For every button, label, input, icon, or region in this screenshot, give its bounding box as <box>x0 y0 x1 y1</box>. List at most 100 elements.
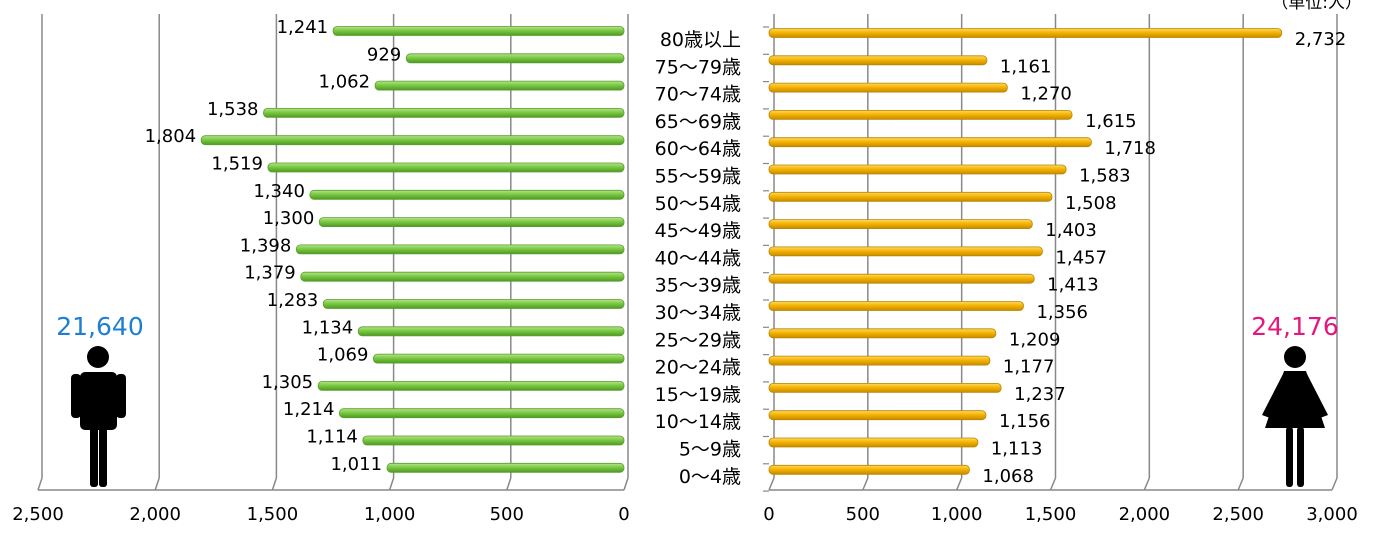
age-category-label: 45〜49歳 <box>655 220 741 242</box>
female-data-label: 2,732 <box>1295 29 1347 50</box>
x-tick-label: 2,000 <box>129 504 181 525</box>
x-gridline <box>862 477 869 491</box>
age-category-label: 35〜39歳 <box>655 275 741 297</box>
male-bar <box>309 189 625 200</box>
x-gridline <box>37 477 43 491</box>
x-gridline <box>1331 477 1338 491</box>
female-data-label: 1,068 <box>982 466 1034 487</box>
age-category-label: 60〜64歳 <box>655 138 741 160</box>
male-bar <box>386 462 625 473</box>
age-category-label: 10〜14歳 <box>655 411 741 433</box>
x-gridline <box>1143 477 1151 491</box>
male-data-label: 1,214 <box>283 399 335 420</box>
age-category-label: 65〜69歳 <box>655 111 741 133</box>
male-data-label: 1,340 <box>253 181 305 202</box>
male-data-label: 1,283 <box>267 290 319 311</box>
male-data-label: 1,069 <box>317 345 369 366</box>
female-bar <box>768 191 1053 202</box>
age-category-label: 70〜74歳 <box>655 84 741 106</box>
female-total: 24,176 <box>1251 312 1338 341</box>
x-tick-label: 2,500 <box>12 504 64 525</box>
x-gridline <box>388 477 395 491</box>
female-bar <box>768 301 1024 311</box>
age-category-labels: 80歳以上 75〜79歳 70〜74歳 65〜69歳 60〜64歳 55〜59歳 50〜54… <box>655 29 741 488</box>
x-tick-label: 3,000 <box>1306 504 1358 525</box>
female-bar <box>768 382 1002 393</box>
x-gridline <box>154 477 160 491</box>
male-bar <box>300 271 625 282</box>
female-bar <box>768 219 1033 230</box>
age-category-label: 25〜29歳 <box>655 329 741 351</box>
female-bar <box>768 246 1043 257</box>
female-data-label: 1,270 <box>1020 84 1072 105</box>
age-category-label: 80歳以上 <box>660 29 741 51</box>
age-category-label: 30〜34歳 <box>655 302 741 324</box>
female-bar <box>768 82 1008 93</box>
female-data-label: 1,615 <box>1085 111 1137 132</box>
male-bar <box>357 326 625 337</box>
male-data-label: 1,305 <box>262 372 314 393</box>
female-bar <box>768 137 1092 148</box>
x-tick-label: 500 <box>846 504 880 525</box>
female-data-label: 1,718 <box>1104 138 1156 159</box>
female-data-label: 1,237 <box>1014 384 1066 405</box>
male-bar <box>263 108 625 118</box>
age-category-label: 20〜24歳 <box>655 357 741 379</box>
male-bar <box>200 135 625 146</box>
unit-label: （単位:人） <box>1271 0 1362 13</box>
male-bar <box>267 162 625 173</box>
female-person-icon <box>1262 346 1328 487</box>
age-category-label: 5〜9歳 <box>679 439 741 461</box>
male-bar <box>295 244 625 255</box>
male-bar <box>373 353 625 364</box>
female-data-label: 1,156 <box>999 411 1051 432</box>
male-data-label: 1,379 <box>244 263 296 284</box>
male-data-label: 1,804 <box>145 126 197 147</box>
male-panel: 2,500 2,000 1,500 1,000 500 0 1,241 929 1,062 1,5… <box>12 14 630 525</box>
x-gridline <box>955 477 963 491</box>
x-gridline <box>506 477 512 491</box>
age-category-label: 75〜79歳 <box>655 56 741 78</box>
x-tick-label: 500 <box>490 504 524 525</box>
male-data-label: 1,062 <box>319 72 371 93</box>
age-category-label: 55〜59歳 <box>655 166 741 188</box>
female-data-label: 1,583 <box>1079 166 1131 187</box>
male-data-label: 1,114 <box>306 427 358 448</box>
age-category-label: 40〜44歳 <box>655 247 741 269</box>
age-category-label: 0〜4歳 <box>679 466 741 488</box>
x-tick-label: 1,500 <box>247 504 299 525</box>
x-gridline <box>1049 477 1057 491</box>
x-gridline <box>1237 477 1244 491</box>
female-data-label: 1,209 <box>1009 329 1061 350</box>
female-bar <box>768 28 1283 38</box>
x-gridline <box>271 477 278 491</box>
x-tick-label: 2,500 <box>1212 504 1264 525</box>
male-bar <box>405 53 625 64</box>
male-bar <box>339 408 625 419</box>
female-data-label: 1,356 <box>1036 302 1088 323</box>
female-bar <box>768 437 979 448</box>
female-panel: 0 500 1,000 1,500 2,000 2,500 3,000 2,732 1,161 1… <box>763 14 1358 525</box>
female-bar <box>768 55 988 66</box>
female-bar <box>768 464 970 475</box>
x-tick-label: 0 <box>618 504 629 525</box>
female-data-label: 1,508 <box>1065 193 1117 214</box>
female-bar <box>768 410 987 421</box>
female-bar <box>768 273 1035 284</box>
male-data-label: 1,011 <box>330 454 382 475</box>
female-data-label: 1,413 <box>1047 275 1099 296</box>
male-data-label: 1,538 <box>207 99 259 120</box>
female-bar <box>768 164 1067 175</box>
female-data-label: 1,403 <box>1045 220 1097 241</box>
female-bar <box>768 328 997 339</box>
male-person-icon <box>71 346 126 487</box>
age-category-label: 50〜54歳 <box>655 193 741 215</box>
male-bar <box>317 380 625 391</box>
male-total: 21,640 <box>56 312 143 341</box>
male-data-label: 1,300 <box>263 208 315 229</box>
x-tick-label: 1,500 <box>1025 504 1077 525</box>
x-tick-label: 1,000 <box>931 504 983 525</box>
male-data-label: 929 <box>367 44 401 65</box>
